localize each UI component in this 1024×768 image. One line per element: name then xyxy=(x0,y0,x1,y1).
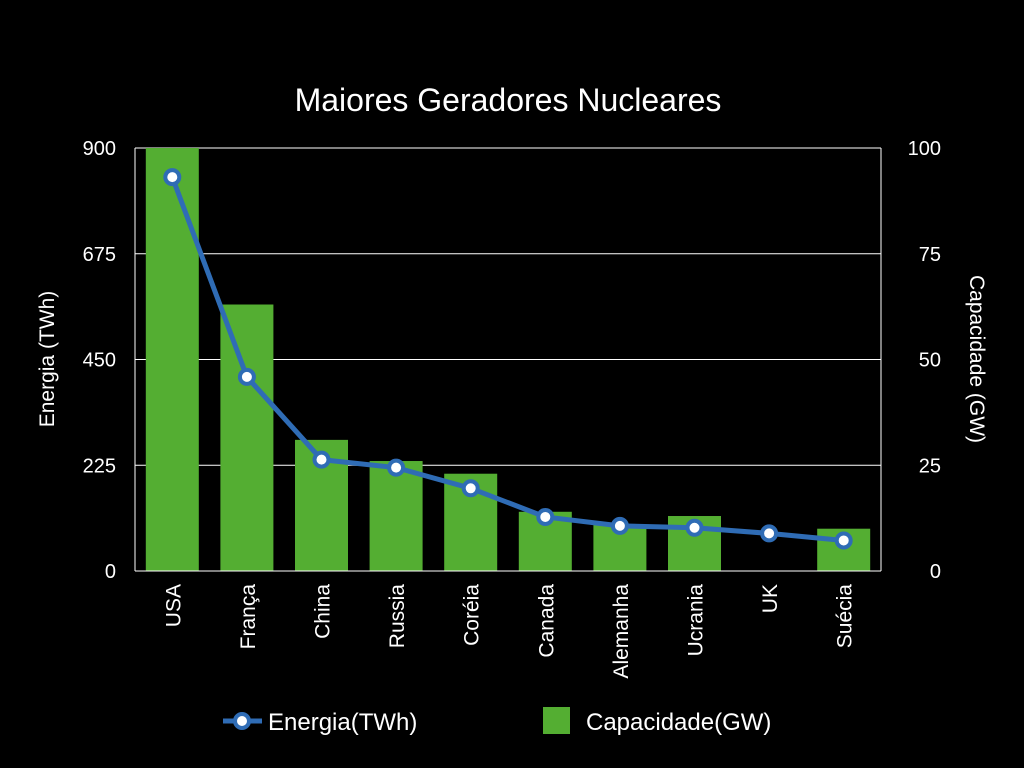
y-left-tick-label: 0 xyxy=(105,561,116,583)
y-right-tick-label: 100 xyxy=(908,138,941,160)
y-right-tick-label: 25 xyxy=(919,455,941,477)
axes xyxy=(134,148,882,572)
y-left-tick-label: 900 xyxy=(83,138,116,160)
x-category-label: Russia xyxy=(386,584,409,649)
y-left-tick-label: 675 xyxy=(83,244,116,266)
y-right-tick-label: 0 xyxy=(930,561,941,583)
line-point xyxy=(461,479,480,498)
y-right-tick-label: 75 xyxy=(919,244,941,266)
bar xyxy=(220,304,274,571)
y-left-tick-label: 225 xyxy=(83,455,116,477)
x-category-label: Suécia xyxy=(834,584,857,649)
legend-bar-swatch xyxy=(543,707,570,734)
line-point xyxy=(237,367,256,386)
line-point xyxy=(610,516,629,535)
x-category-label: China xyxy=(312,584,335,639)
y-axis-right-title: Capacidade (GW) xyxy=(965,275,988,443)
y-right-tick-label: 50 xyxy=(919,350,941,372)
x-category-label: Canada xyxy=(535,584,558,658)
line-point xyxy=(387,458,406,477)
legend: Energia(TWh) Capacidade(GW) xyxy=(223,707,771,736)
line-point xyxy=(685,518,704,537)
x-category-label: Coréia xyxy=(461,584,484,646)
tick-labels: 900 100 675 75 450 50 225 25 0 0 USA França China Rus… xyxy=(83,138,941,679)
x-category-label: Alemanha xyxy=(610,584,633,679)
line-point xyxy=(312,450,331,469)
y-left-tick-label: 450 xyxy=(83,350,116,372)
chart-title: Maiores Geradores Nucleares xyxy=(295,82,722,118)
bar xyxy=(369,461,423,571)
x-category-label: França xyxy=(237,584,260,650)
x-category-label: USA xyxy=(162,584,185,627)
y-axis-left-title: Energia (TWh) xyxy=(36,291,59,428)
line-series xyxy=(163,168,853,550)
line-point xyxy=(760,524,779,543)
legend-line-marker xyxy=(233,712,251,730)
x-category-label: Ucrania xyxy=(685,584,708,657)
x-category-label: UK xyxy=(759,584,782,613)
legend-label: Energia(TWh) xyxy=(268,709,417,736)
line-point xyxy=(834,531,853,550)
bar xyxy=(145,148,199,571)
legend-label: Capacidade(GW) xyxy=(586,709,771,736)
line-point xyxy=(163,168,182,187)
line-point xyxy=(536,507,555,526)
line-path xyxy=(169,176,844,543)
